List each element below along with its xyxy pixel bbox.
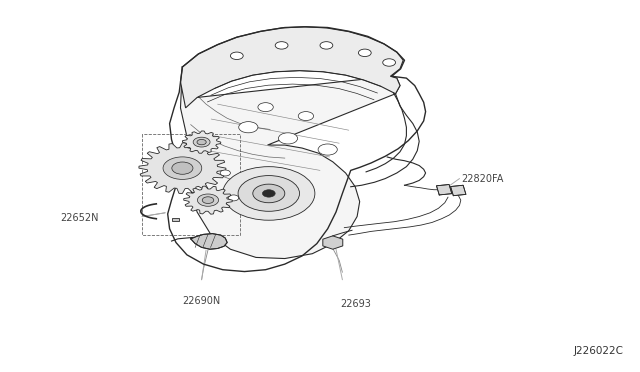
Polygon shape	[184, 186, 232, 214]
Circle shape	[253, 184, 285, 203]
Polygon shape	[323, 236, 343, 249]
Circle shape	[223, 167, 315, 220]
Polygon shape	[436, 185, 452, 195]
Circle shape	[320, 42, 333, 49]
Circle shape	[358, 49, 371, 57]
Circle shape	[298, 112, 314, 121]
Text: 22690N: 22690N	[182, 296, 221, 306]
Polygon shape	[191, 234, 227, 249]
Text: 22652N: 22652N	[61, 213, 99, 222]
Circle shape	[250, 180, 260, 186]
Circle shape	[220, 170, 230, 176]
Polygon shape	[180, 27, 403, 108]
Circle shape	[202, 197, 214, 203]
Circle shape	[278, 133, 298, 144]
Text: 22693: 22693	[340, 299, 371, 310]
Circle shape	[258, 103, 273, 112]
Circle shape	[193, 137, 210, 147]
Polygon shape	[451, 185, 466, 196]
Circle shape	[172, 162, 193, 174]
Circle shape	[163, 157, 202, 179]
Circle shape	[238, 176, 300, 211]
Circle shape	[239, 122, 258, 133]
Circle shape	[259, 200, 269, 206]
Circle shape	[318, 144, 337, 155]
Circle shape	[262, 190, 275, 197]
Text: J226022C: J226022C	[574, 346, 624, 356]
Circle shape	[383, 59, 396, 66]
Text: 22820FA: 22820FA	[461, 174, 503, 183]
Circle shape	[197, 194, 219, 206]
Polygon shape	[182, 131, 221, 153]
Circle shape	[228, 195, 239, 201]
Circle shape	[197, 140, 206, 145]
Circle shape	[280, 184, 290, 190]
Circle shape	[275, 42, 288, 49]
Bar	[172, 218, 179, 221]
Circle shape	[230, 52, 243, 60]
Polygon shape	[139, 143, 226, 193]
Polygon shape	[180, 67, 400, 259]
